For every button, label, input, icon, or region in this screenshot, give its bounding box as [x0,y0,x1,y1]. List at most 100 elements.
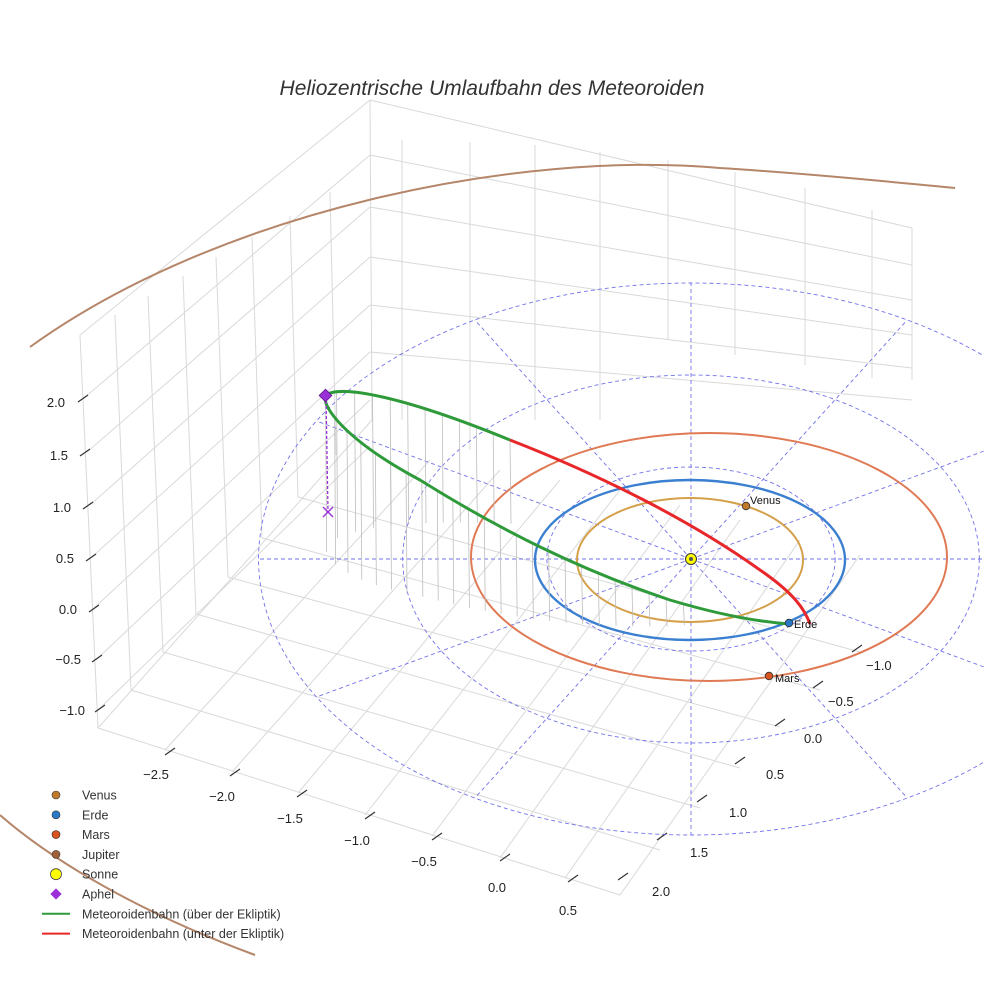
drop-line [665,598,668,627]
drop-line [531,543,534,619]
drop-line [483,517,486,611]
legend-label: Meteoroidenbahn (unter der Ekliptik) [82,927,284,941]
mars-label: Mars [775,673,800,685]
legend-label: Jupiter [82,848,120,862]
drop-line [405,472,408,594]
chart-title: Heliozentrische Umlaufbahn des Meteoroid… [280,77,705,100]
z-axis-tick-labels: 2.0 1.5 1.0 0.5 0.0 −0.5 −1.0 [47,395,85,718]
x-tick-label: −2.0 [209,789,235,804]
z-tick-label: 0.5 [56,551,74,566]
drop-line [407,403,410,525]
legend-label: Venus [82,789,117,803]
drop-line [374,453,377,586]
y-tick-label: 1.5 [690,845,708,860]
drop-line [334,417,336,565]
z-tick-label: 1.0 [53,500,71,515]
meteoroid-path-below-ecliptic [509,438,812,625]
y-tick-label: 1.0 [729,805,747,820]
drop-line [354,392,357,532]
drop-line [631,586,634,627]
drop-line [468,509,470,608]
y-tick-label: 0.5 [766,767,784,782]
z-tick-label: −0.5 [55,652,81,667]
drop-line [581,566,584,625]
venus-label: Venus [750,495,781,507]
ecliptic-grid-spoke [316,558,692,698]
x-axis-tick-labels: −2.5 −2.0 −1.5 −1.0 −0.5 0.0 0.5 [143,767,577,918]
axes-box-grid [79,99,913,896]
z-tick-label: 1.5 [50,448,68,463]
aphel-marker [318,388,333,403]
drop-line [564,558,567,623]
legend-symbol [51,850,61,859]
drop-line [421,481,424,597]
legend-symbol [51,830,61,839]
venus-marker [741,501,751,511]
drop-line [336,391,338,538]
legend-label: Mars [82,828,110,842]
drop-line [614,579,617,626]
x-tick-label: 0.0 [488,880,506,895]
jupiter-orbit-lower-arc [0,814,256,956]
drop-line [390,462,392,590]
earth-orbit [533,478,847,642]
legend-label: Erde [82,808,108,822]
drop-line [597,573,600,626]
legend: Venus Erde Mars Jupiter Sonne Aphel Meteoroide… [42,789,284,941]
ecliptic-grid-spoke [474,319,692,560]
x-tick-label: −0.5 [411,854,437,869]
z-tick-label: 0.0 [59,602,77,617]
ecliptic-grid-spoke [690,558,908,799]
ecliptic-grid-spoke [690,558,984,668]
drop-line [509,439,512,524]
earth-marker [784,618,794,628]
jupiter-orbit [29,163,956,348]
z-tick-label: −1.0 [59,703,85,718]
ecliptic-grid-spoke [690,319,908,560]
axis-tick-marks [77,394,863,883]
drop-line [436,490,439,601]
drop-line [648,592,651,627]
legend-label: Aphel [82,888,114,902]
x-tick-label: −1.5 [277,811,303,826]
legend-symbol [51,790,61,800]
earth-label: Erde [794,619,817,631]
drop-line [682,603,685,626]
drop-line [372,394,374,529]
y-tick-label: −1.0 [866,658,892,673]
sun-core [689,557,693,561]
y-tick-label: 2.0 [652,884,670,899]
drop-line [499,526,502,614]
drop-line [424,408,427,524]
drop-line [452,499,455,605]
mars-marker [764,671,774,681]
y-tick-label: −0.5 [828,694,854,709]
ecliptic-grid-spoke [474,558,692,799]
y-tick-label: 0.0 [804,731,822,746]
drop-line [475,426,478,523]
y-axis-tick-labels: −1.0 −0.5 0.0 0.5 1.0 1.5 2.0 [652,658,892,899]
legend-symbol [50,888,62,900]
ecliptic-grid-spoke [316,420,692,560]
drop-line [360,442,363,580]
ecliptic-grid [258,282,984,836]
legend-symbol [50,868,62,881]
x-tick-label: 0.5 [559,903,577,918]
ecliptic-grid-spoke [690,450,984,560]
drop-line [492,433,495,524]
z-tick-label: 2.0 [47,395,65,410]
mars-orbit [470,432,948,682]
legend-symbol [51,810,61,820]
x-tick-label: −1.0 [344,833,370,848]
aphel-projection-line [325,395,329,513]
drop-line [515,534,518,617]
drop-line [458,420,461,523]
meteoroid-path-above-ecliptic [323,390,791,626]
drop-line [441,414,444,523]
drop-line [346,430,349,573]
legend-label: Meteoroidenbahn (über der Ekliptik) [82,907,281,921]
drop-line [548,551,551,621]
venus-orbit [576,497,804,623]
aphel-projection-marker [322,506,334,518]
